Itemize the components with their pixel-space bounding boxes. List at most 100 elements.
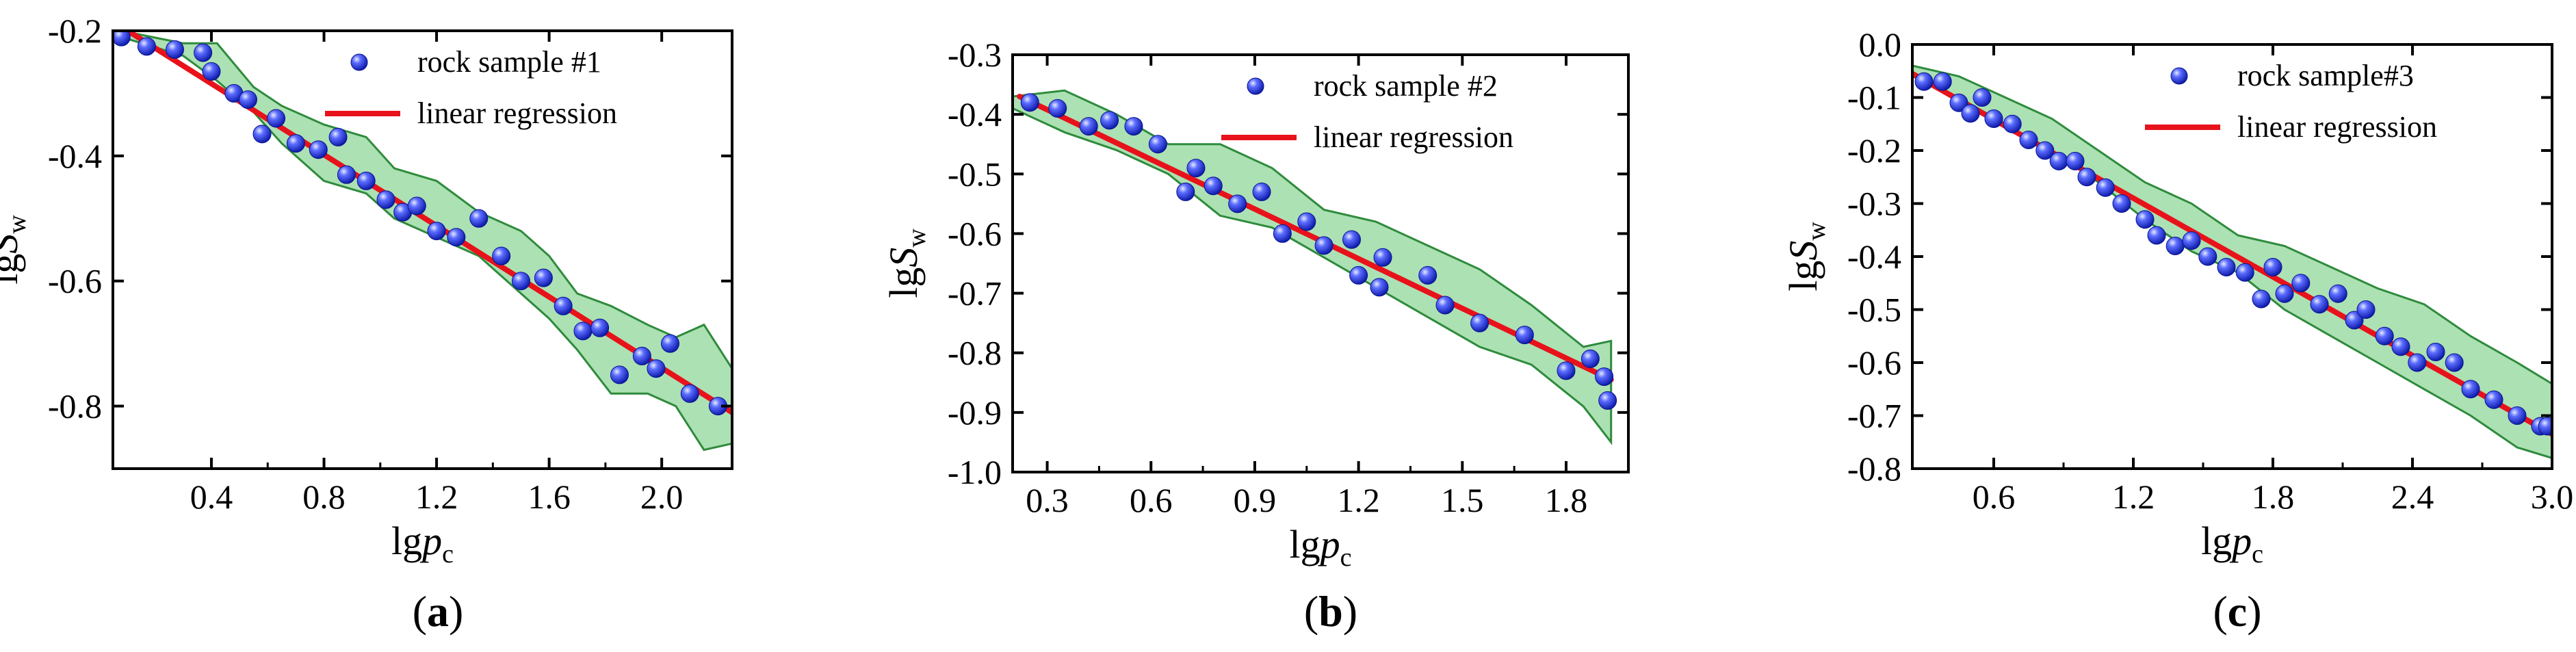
- data-point: [328, 127, 348, 146]
- x-tick-label: 1.2: [2112, 478, 2155, 516]
- x-tick-label: 1.6: [528, 478, 571, 516]
- data-point: [1100, 111, 1119, 130]
- plot-area: [1013, 89, 1617, 445]
- data-point: [2391, 337, 2410, 356]
- data-point: [356, 171, 376, 190]
- x-tick-label: 0.3: [1026, 481, 1069, 519]
- data-point: [2484, 390, 2503, 409]
- y-tick-label: -0.2: [1847, 131, 1901, 170]
- data-point: [1048, 99, 1067, 118]
- data-point: [1148, 135, 1167, 154]
- data-point: [2375, 326, 2394, 345]
- data-point: [610, 365, 629, 384]
- data-point: [1186, 159, 1206, 178]
- data-point: [2445, 353, 2464, 372]
- data-point: [2310, 295, 2329, 314]
- y-tick-label: 0.0: [1859, 25, 1902, 64]
- legend-points-label: rock sample #1: [417, 45, 601, 79]
- regression-line: [1017, 94, 1614, 382]
- data-point: [469, 209, 489, 228]
- data-point: [1470, 313, 1489, 332]
- data-point: [1973, 88, 1992, 107]
- x-axis-label: lgpc: [2201, 519, 2263, 569]
- legend-point-marker: [350, 53, 368, 71]
- data-point: [2356, 300, 2376, 319]
- x-axis-label: lgpc: [1290, 522, 1352, 572]
- y-axis-label: lgSw: [1781, 222, 1831, 291]
- data-point: [286, 134, 305, 153]
- y-tick-label: -0.5: [1847, 291, 1901, 329]
- data-point: [137, 37, 156, 56]
- data-point: [2019, 131, 2038, 149]
- data-point: [1933, 72, 1952, 91]
- plot-frame: [112, 29, 733, 470]
- data-point: [2035, 141, 2055, 160]
- uncertainty-band: [120, 31, 732, 452]
- data-point: [1124, 117, 1143, 136]
- data-point: [2049, 152, 2068, 170]
- y-tick-label: -0.8: [948, 334, 1002, 372]
- data-point: [2263, 258, 2282, 276]
- x-tick-label: 0.6: [1973, 478, 2016, 516]
- data-point: [632, 346, 651, 365]
- y-axis-label: lgSw: [881, 229, 931, 298]
- data-point: [1595, 367, 1614, 387]
- x-tick-label: 2.4: [2391, 478, 2434, 516]
- plot-area: [1912, 64, 2552, 460]
- legend-points-label: rock sample #2: [1314, 69, 1498, 103]
- legend: rock sample #2 linear regression: [1221, 69, 1513, 154]
- data-point: [680, 384, 699, 403]
- data-point: [2147, 226, 2166, 245]
- legend-line-label: linear regression: [2237, 110, 2437, 144]
- data-point: [2112, 194, 2131, 213]
- data-point: [1580, 349, 1600, 368]
- data-point: [2252, 289, 2271, 309]
- data-point: [1373, 248, 1392, 267]
- data-point: [252, 125, 272, 144]
- data-point: [2235, 263, 2254, 282]
- legend: rock sample #1 linear regression: [325, 45, 617, 130]
- data-point: [337, 165, 356, 184]
- y-tick-label: -1.0: [948, 453, 1002, 491]
- data-point: [534, 268, 553, 287]
- chart-panel-b: 0.3 0.6 0.9 1.2 1.5 1.8 -0.3 -0.4 -0.5 -0.6 -0.7 -0…: [881, 36, 1630, 572]
- data-point: [2408, 353, 2427, 372]
- legend-point-marker: [1247, 77, 1264, 95]
- caption-c: (c): [2213, 587, 2261, 636]
- data-point: [661, 334, 679, 353]
- chart-panel-a: 0.4 0.8 1.2 1.6 2.0 -0.2 -0.4 -0.6 -0.8 lgpc lgSw r…: [0, 12, 733, 569]
- y-tick-label: -0.6: [1847, 343, 1901, 382]
- regression-line: [1912, 70, 2552, 437]
- x-tick-label: 0.4: [190, 478, 233, 516]
- data-point: [267, 109, 286, 128]
- data-point: [1176, 182, 1195, 201]
- data-point: [194, 43, 213, 62]
- data-point: [1515, 326, 1534, 345]
- y-tick-label: -0.5: [948, 155, 1002, 193]
- data-point: [1435, 296, 1455, 315]
- y-tick-label: -0.4: [1847, 237, 1901, 276]
- data-point: [1297, 212, 1316, 231]
- x-tick-label: 2.0: [640, 478, 684, 516]
- data-point: [2345, 311, 2364, 330]
- data-point: [2003, 114, 2022, 133]
- caption-b: (b): [1304, 587, 1357, 636]
- data-point: [1079, 117, 1098, 136]
- data-point: [447, 228, 466, 247]
- y-tick-label: -0.7: [1847, 397, 1901, 435]
- plot-frame: [1011, 53, 1630, 473]
- data-point: [1273, 224, 1292, 243]
- chart-panel-c: 0.6 1.2 1.8 2.4 3.0 0.0 -0.1 -0.2 -0.3 -0.4 -0.5 -0…: [1781, 25, 2573, 569]
- y-tick-label: -0.1: [1847, 79, 1901, 117]
- data-point: [1252, 182, 1271, 201]
- data-point: [1204, 177, 1223, 196]
- x-tick-label: 3.0: [2531, 478, 2574, 516]
- x-tick-label: 1.2: [415, 478, 458, 516]
- data-point: [2165, 237, 2185, 255]
- data-point: [1020, 93, 1039, 112]
- data-point: [2538, 417, 2552, 436]
- data-point: [376, 190, 395, 209]
- y-tick-label: -0.7: [948, 274, 1002, 313]
- data-point: [1557, 361, 1576, 380]
- legend-points-label: rock sample#3: [2237, 59, 2414, 92]
